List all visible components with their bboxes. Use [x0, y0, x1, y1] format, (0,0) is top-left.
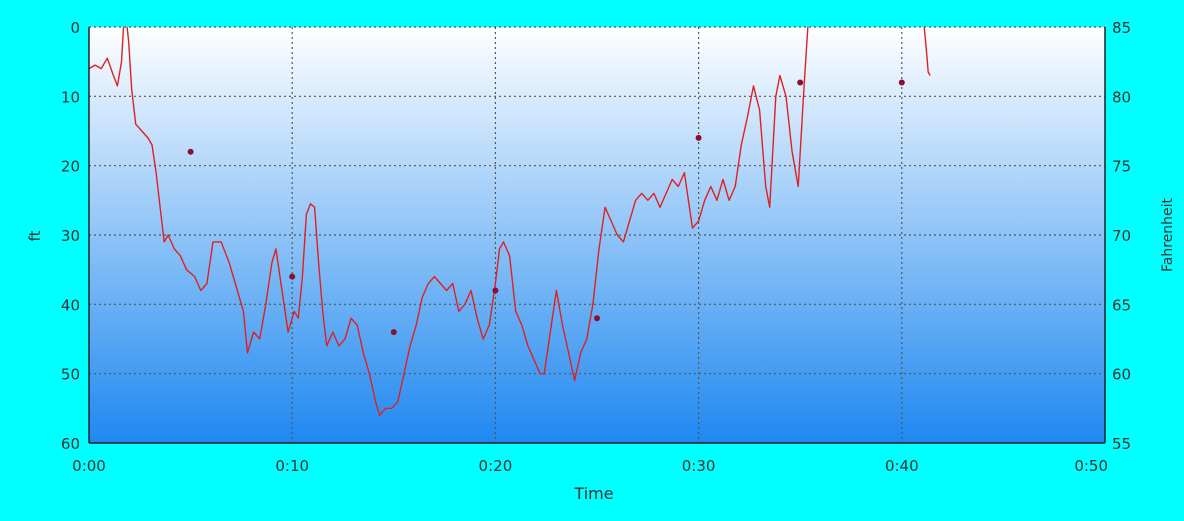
x-tick-label: 0:30 — [682, 457, 716, 475]
temperature-point — [390, 329, 397, 336]
temperature-point — [492, 287, 499, 294]
y-tick-labels: 0 10 20 30 40 50 60 — [61, 19, 80, 453]
y-tick-label: 10 — [61, 88, 80, 106]
y-tick-label: 60 — [61, 435, 80, 453]
temperature-point — [594, 315, 600, 322]
temperature-point — [695, 134, 702, 141]
temperature-point — [898, 79, 905, 86]
y-tick-label: 30 — [61, 227, 80, 245]
x-tick-labels: 0:00 0:10 0:20 0:30 0:40 0:50 — [72, 457, 1108, 475]
x-tick-label: 0:50 — [1074, 457, 1108, 475]
plot-area — [89, 27, 1105, 443]
x-tick-label: 0:10 — [275, 457, 309, 475]
depth-line — [89, 27, 809, 416]
y2-tick-label: 85 — [1112, 19, 1131, 37]
y2-tick-labels: 85 80 75 70 65 60 55 — [1112, 19, 1131, 453]
y-tick-label: 0 — [70, 19, 80, 37]
depth-line — [923, 27, 931, 76]
x-tick-label: 0:00 — [72, 457, 106, 475]
x-tick-label: 0:20 — [479, 457, 513, 475]
y2-tick-label: 60 — [1112, 366, 1131, 384]
y-tick-label: 50 — [61, 366, 80, 384]
y-tick-label: 20 — [61, 158, 80, 176]
x-tick-label: 0:40 — [885, 457, 919, 475]
y2-tick-label: 75 — [1112, 158, 1131, 176]
y-axis-label: ft — [26, 230, 44, 241]
y2-tick-label: 80 — [1112, 88, 1131, 106]
y-tick-label: 40 — [61, 296, 80, 314]
x-axis-label: Time — [573, 484, 613, 503]
y2-tick-label: 55 — [1112, 435, 1131, 453]
temperature-point — [289, 273, 296, 280]
temperature-point — [187, 148, 194, 155]
temperature-point — [797, 79, 804, 86]
temperature-series — [187, 79, 905, 336]
y2-axis-label: Fahrenheit — [1160, 197, 1176, 272]
gridlines — [89, 26, 1105, 443]
y2-tick-label: 70 — [1112, 227, 1131, 245]
y2-tick-label: 65 — [1112, 296, 1131, 314]
depth-series — [89, 27, 931, 416]
